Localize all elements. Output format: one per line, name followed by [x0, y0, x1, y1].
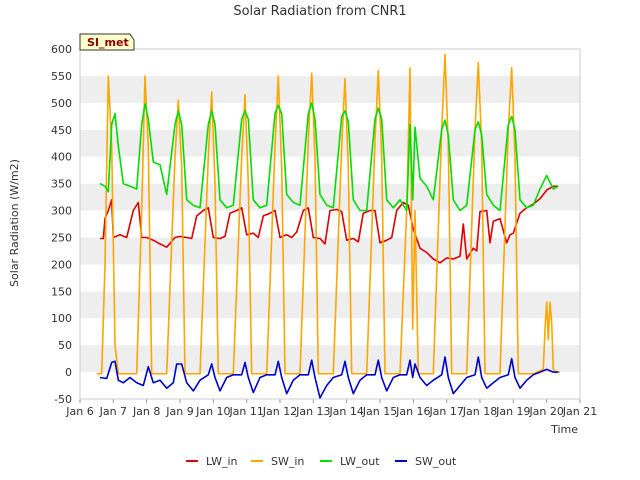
- legend-label: SW_in: [271, 455, 304, 468]
- x-tick-label: Jan 16: [395, 405, 430, 418]
- series-line-sw-out: [99, 356, 559, 399]
- x-tick-label: Jan 20: [528, 405, 563, 418]
- x-tick-label: Jan 19: [495, 405, 530, 418]
- x-tick-label: Jan 6: [65, 405, 93, 418]
- y-tick-label: 50: [58, 339, 72, 352]
- x-tick-label: Jan 17: [428, 405, 463, 418]
- legend-label: SW_out: [415, 455, 457, 468]
- x-axis-label: Time: [550, 423, 578, 436]
- x-tick-label: Jan 15: [362, 405, 397, 418]
- y-tick-label: 600: [51, 43, 72, 56]
- y-tick-label: 400: [51, 151, 72, 164]
- grid-band: [80, 49, 580, 76]
- x-tick-label: Jan 9: [165, 405, 193, 418]
- y-tick-label: 200: [51, 258, 72, 271]
- y-tick-label: 0: [65, 366, 72, 379]
- grid-band: [80, 129, 580, 157]
- y-axis-label: Solar Radiation (W/m2): [8, 159, 21, 287]
- x-tick-label: Jan 14: [328, 405, 363, 418]
- series-line-lw-in: [100, 185, 559, 264]
- x-tick-label: Jan 21: [562, 405, 597, 418]
- x-tick-label: Jan 8: [132, 405, 160, 418]
- grid-band: [80, 264, 580, 292]
- chart-title: Solar Radiation from CNR1: [233, 4, 406, 19]
- x-tick-label: Jan 7: [99, 405, 127, 418]
- x-tick-label: Jan 11: [228, 405, 263, 418]
- legend-label: LW_in: [206, 455, 238, 468]
- grid-band: [80, 237, 580, 265]
- y-tick-label: 550: [51, 70, 72, 83]
- station-badge-label: SI_met: [87, 36, 129, 49]
- y-tick-label: -50: [54, 393, 72, 406]
- grid-band: [80, 345, 580, 373]
- y-tick-label: 500: [51, 97, 72, 110]
- legend-label: LW_out: [340, 455, 380, 468]
- y-axis-ticks: -50 0 50 100 150 200 250 300 350 400 450 500 550 600: [51, 43, 72, 406]
- x-tick-label: Jan 10: [195, 405, 230, 418]
- grid-band: [80, 75, 580, 103]
- series-layer: [96, 53, 560, 399]
- station-badge: SI_met: [79, 33, 135, 51]
- y-tick-label: 300: [51, 205, 72, 218]
- plot-frame: [79, 48, 581, 400]
- y-tick-label: 350: [51, 178, 72, 191]
- series-line-lw-out: [99, 102, 559, 212]
- y-tick-label: 150: [51, 285, 72, 298]
- y-tick-label: 450: [51, 124, 72, 137]
- legend: LW_in SW_in LW_out SW_out: [186, 455, 457, 468]
- grid-band: [80, 318, 580, 346]
- y-tick-label: 250: [51, 231, 72, 244]
- x-tick-label: Jan 12: [262, 405, 297, 418]
- y-tick-label: 100: [51, 312, 72, 325]
- grid-band: [80, 372, 580, 399]
- grid-band: [80, 102, 580, 130]
- x-tick-label: Jan 18: [462, 405, 497, 418]
- x-tick-label: Jan 13: [295, 405, 330, 418]
- grid-band: [80, 291, 580, 319]
